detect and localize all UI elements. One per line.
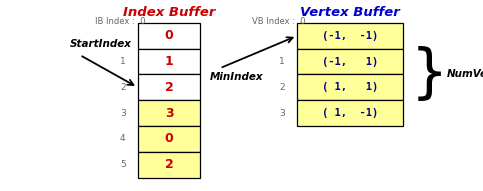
Text: Vertex Buffer: Vertex Buffer (300, 6, 400, 19)
Bar (297, 23, 403, 49)
Text: 1: 1 (120, 57, 126, 66)
Bar (138, 100, 200, 126)
Text: 2: 2 (165, 81, 173, 94)
Bar (138, 74, 200, 100)
Text: 1: 1 (279, 57, 285, 66)
Text: MinIndex: MinIndex (210, 72, 264, 82)
Text: NumVertices: NumVertices (447, 70, 483, 79)
Text: 0: 0 (135, 17, 146, 26)
Text: 4: 4 (120, 134, 126, 143)
Text: 5: 5 (120, 160, 126, 169)
Text: 2: 2 (165, 158, 173, 171)
Bar (297, 49, 403, 74)
Text: 3: 3 (120, 109, 126, 118)
Text: 3: 3 (165, 107, 173, 120)
Text: 0: 0 (165, 29, 173, 42)
Text: (-1,   1): (-1, 1) (322, 57, 378, 67)
Text: 1: 1 (165, 55, 173, 68)
Text: }: } (411, 46, 448, 103)
Bar (138, 152, 200, 178)
Text: Index Buffer: Index Buffer (123, 6, 215, 19)
Bar (138, 126, 200, 152)
Text: 2: 2 (120, 83, 126, 92)
Text: 0: 0 (165, 132, 173, 146)
Text: 2: 2 (279, 83, 285, 92)
Bar (297, 100, 403, 126)
Text: IB Index :: IB Index : (96, 17, 135, 26)
Text: 0: 0 (295, 17, 305, 26)
Text: StartIndex: StartIndex (70, 39, 132, 49)
Text: (-1,  -1): (-1, -1) (322, 31, 378, 41)
Bar (297, 74, 403, 100)
Text: ( 1,  -1): ( 1, -1) (322, 108, 378, 118)
Text: VB Index :: VB Index : (252, 17, 295, 26)
Bar (138, 49, 200, 74)
Bar (138, 23, 200, 49)
Text: ( 1,   1): ( 1, 1) (322, 82, 378, 92)
Text: 3: 3 (279, 109, 285, 118)
